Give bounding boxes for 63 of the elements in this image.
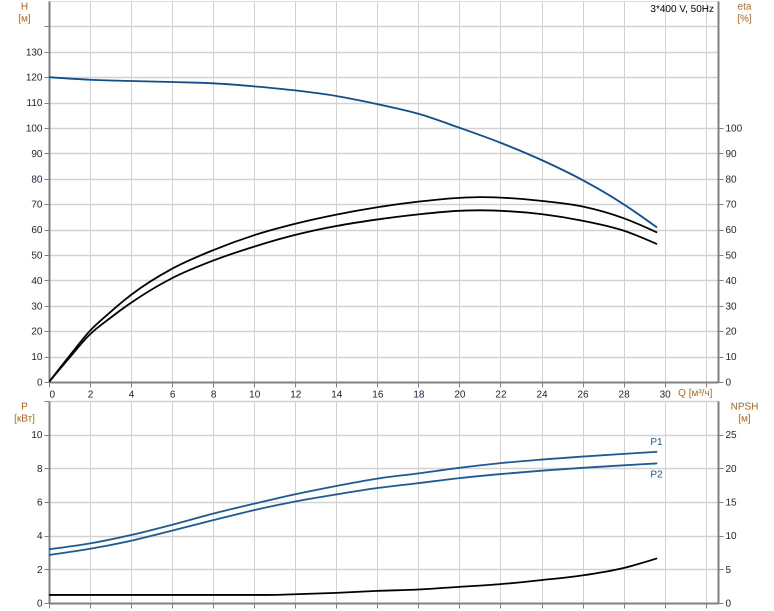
y-tick-label: 40 (31, 276, 43, 287)
y-tick-label: 100 (26, 124, 43, 134)
x-tick-label: 4 (128, 390, 135, 400)
y-tick-label: 50 (31, 250, 43, 262)
y-tick-label: 0 (36, 598, 43, 610)
y2-tick-label: 50 (726, 250, 738, 262)
x-tick-label: 22 (495, 390, 507, 400)
y-tick-label: 80 (31, 174, 43, 186)
y-tick-label: 20 (31, 326, 43, 338)
y-tick-label: 60 (31, 225, 43, 236)
y2-tick-label: 5 (726, 564, 732, 576)
x-tick-label: 12 (290, 390, 302, 400)
y-tick-label: 0 (36, 378, 43, 388)
x-tick-label: 8 (210, 390, 217, 400)
y2-tick-label: 10 (726, 352, 738, 364)
y2-axis-title: eta [%] (737, 2, 752, 24)
line-series (49, 76, 658, 228)
x-tick-label: 20 (454, 390, 466, 400)
x-tick-label: 0 (50, 390, 56, 400)
y-tick-label: 110 (26, 98, 43, 110)
x-tick-label: 28 (618, 390, 630, 400)
series-label: P2 (650, 469, 663, 480)
x-axis-title: Q [м³/ч] (678, 388, 713, 399)
x-tick-label: 26 (577, 390, 590, 400)
x-tick-label: 14 (331, 390, 343, 400)
y2-tick-label: 15 (726, 498, 738, 508)
y2-tick-label: 30 (726, 301, 738, 312)
y-tick-label: 6 (36, 498, 43, 508)
x-tick-label: 30 (660, 390, 672, 400)
y2-tick-label: 70 (726, 200, 738, 211)
y-tick-label: 4 (36, 531, 43, 542)
y-tick-label: 70 (31, 200, 43, 211)
x-tick-label: 18 (413, 390, 425, 400)
x-tick-label: 2 (88, 390, 94, 400)
x-tick-label: 6 (170, 390, 176, 400)
y-axis-title: P [кВт] (14, 402, 36, 424)
y-axis-title: H [м] (18, 2, 31, 24)
y-tick-label: 90 (31, 148, 43, 160)
y2-tick-label: 60 (726, 225, 738, 236)
y-tick-label: 10 (31, 430, 43, 442)
y-tick-label: 8 (36, 464, 43, 475)
y2-tick-label: 0 (726, 598, 732, 610)
y-tick-label: 2 (36, 564, 43, 576)
y2-tick-label: 10 (726, 531, 738, 542)
y-tick-label: 30 (31, 301, 43, 312)
y-tick-label: 10 (31, 352, 43, 364)
chart-title: 3*400 V, 50Hz (650, 4, 714, 15)
y2-tick-label: 20 (726, 464, 738, 475)
y2-axis-title: NPSH [м] (730, 402, 758, 424)
y2-tick-label: 100 (726, 124, 743, 134)
y-tick-label: 120 (26, 72, 43, 84)
x-tick-label: 16 (372, 390, 384, 400)
x-tick-label: 24 (536, 390, 548, 400)
y2-tick-label: 80 (726, 174, 738, 186)
y2-tick-label: 0 (726, 378, 732, 388)
y2-tick-label: 20 (726, 326, 738, 338)
y2-tick-label: 90 (726, 148, 738, 160)
y2-tick-label: 40 (726, 276, 738, 287)
series-label: P1 (650, 436, 663, 448)
x-tick-label: 10 (249, 390, 261, 400)
y-tick-label: 130 (26, 47, 43, 58)
y2-tick-label: 25 (726, 430, 738, 442)
line-series (49, 558, 658, 596)
